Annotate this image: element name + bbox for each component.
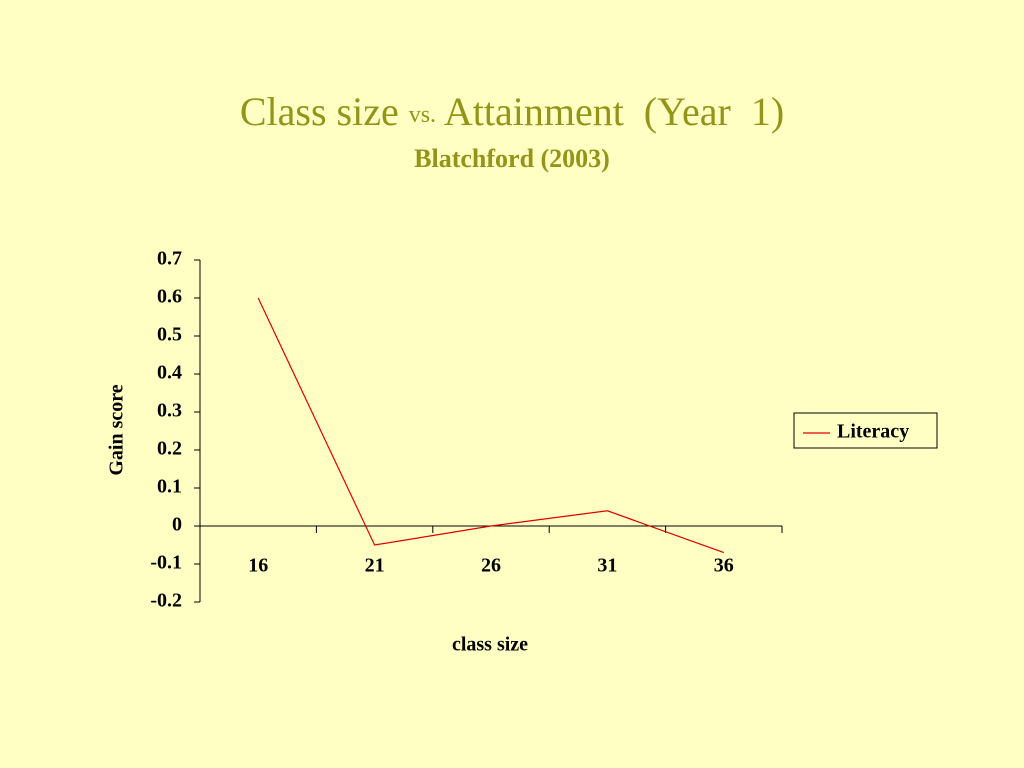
y-tick-label: -0.2 [150, 590, 182, 612]
title-part: Attainment (Year 1) [444, 89, 784, 134]
x-tick-label: 36 [714, 555, 734, 577]
x-axis-label: class size [452, 634, 528, 656]
y-tick-label: 0.3 [157, 400, 182, 422]
x-tick-label: 16 [248, 555, 268, 577]
title: Class size vs. Attainment (Year 1) [240, 89, 784, 134]
y-tick-label: 0.5 [157, 324, 182, 346]
y-tick-label: 0 [172, 514, 182, 536]
subtitle: Blatchford (2003) [414, 144, 610, 173]
legend-label: Literacy [837, 421, 909, 443]
y-tick-label: 0.4 [157, 362, 182, 384]
y-tick-label: 0.2 [157, 438, 182, 460]
line-series [257, 297, 725, 554]
y-tick-label: 0.6 [157, 286, 182, 308]
y-tick-label: 0.1 [157, 476, 182, 498]
y-axis-label: Gain score [106, 384, 128, 475]
legend-box [793, 412, 938, 449]
y-tick-label: 0.7 [157, 248, 182, 270]
x-tick-label: 26 [481, 555, 501, 577]
y-tick-label: -0.1 [150, 552, 182, 574]
title-part: vs. [409, 102, 436, 128]
title-part: Class size [240, 89, 399, 134]
x-tick-label: 21 [365, 555, 385, 577]
x-tick-label: 31 [597, 555, 617, 577]
